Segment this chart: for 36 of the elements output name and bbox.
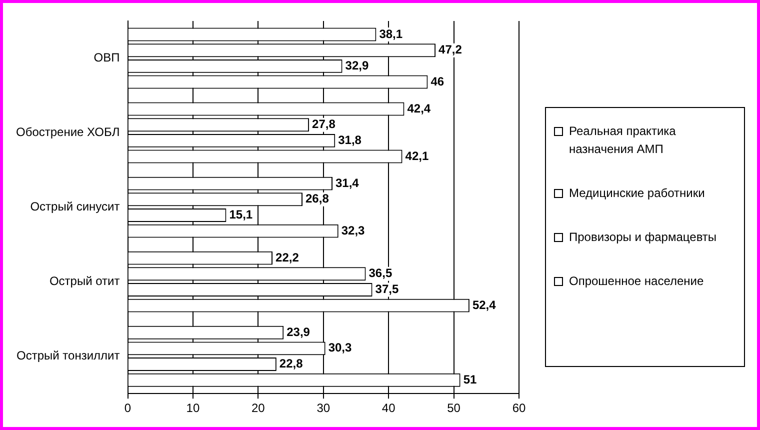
data-label: 42,1 xyxy=(405,148,429,163)
text: Опрошенное население xyxy=(569,273,704,290)
y-tick-label: Острый тонзиллит xyxy=(16,348,120,363)
data-label: 31,4 xyxy=(336,176,360,190)
x-tick-label: 10 xyxy=(186,401,200,416)
data-label: 26,8 xyxy=(306,192,330,206)
y-tick-label: Острый синусит xyxy=(30,200,120,214)
x-tick-label: 50 xyxy=(447,401,461,416)
data-label: 36,5 xyxy=(368,266,392,280)
x-tick-label: 40 xyxy=(382,401,396,416)
x-tick-label: 0 xyxy=(124,401,132,416)
data-label: 30,3 xyxy=(328,340,352,355)
data-label: 23,9 xyxy=(286,324,310,339)
text: Провизоры и фармацевты xyxy=(569,229,717,246)
data-label: 32,9 xyxy=(345,58,369,72)
data-label: 38,1 xyxy=(379,26,403,41)
data-label: 22,2 xyxy=(276,250,300,264)
x-tick-label: 60 xyxy=(512,401,526,416)
x-tick-label: 30 xyxy=(316,401,330,416)
data-label: 37,5 xyxy=(375,282,399,296)
data-label: 46 xyxy=(430,74,444,88)
x-tick-label: 20 xyxy=(251,401,266,416)
text: Медицинские работники xyxy=(569,185,705,202)
data-label: 31,8 xyxy=(338,133,362,148)
text: Реальная практика назначения АМП xyxy=(569,123,677,158)
data-label: 42,4 xyxy=(407,101,431,116)
data-label: 47,2 xyxy=(438,42,462,57)
y-tick-label: Острый отит xyxy=(49,274,120,288)
data-label: 51 xyxy=(463,372,477,386)
data-label: 22,8 xyxy=(279,356,304,371)
data-label: 15,1 xyxy=(229,208,253,222)
data-label: 32,3 xyxy=(341,223,366,238)
y-tick-label: Обострение ХОБЛ xyxy=(16,125,120,140)
y-tick-label: ОВП xyxy=(94,50,120,65)
data-label: 52,4 xyxy=(472,298,496,312)
data-label: 27,8 xyxy=(312,117,336,132)
